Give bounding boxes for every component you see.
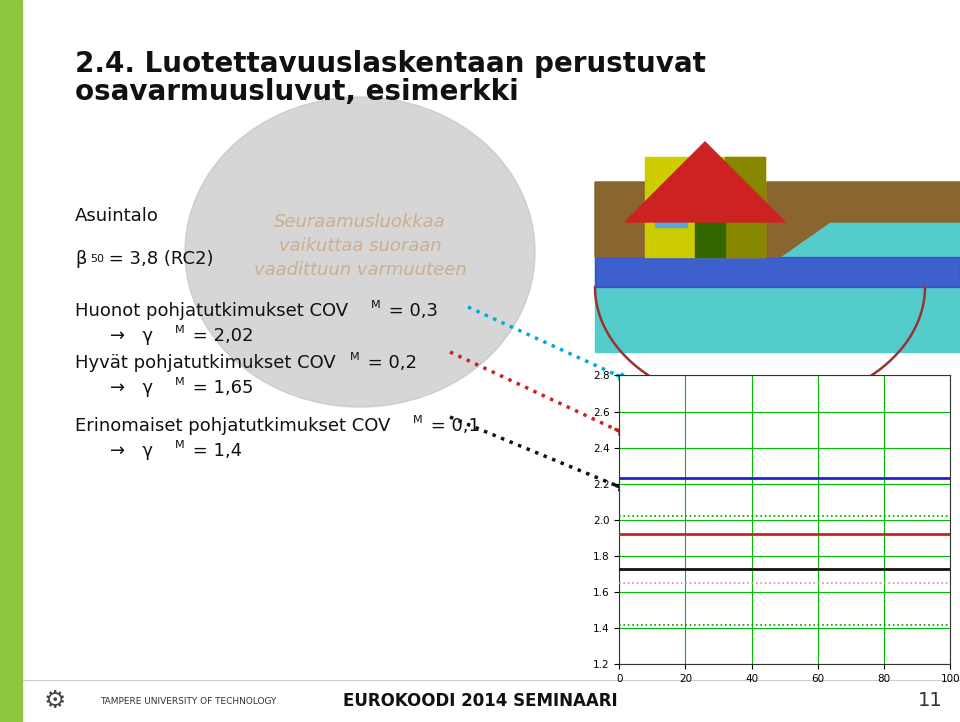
Bar: [655, 197, 687, 227]
Text: osavarmuusluvut, esimerkki: osavarmuusluvut, esimerkki: [75, 78, 518, 106]
Text: TAMPERE UNIVERSITY OF TECHNOLOGY: TAMPERE UNIVERSITY OF TECHNOLOGY: [100, 697, 276, 705]
Text: = 3,8 (RC2): = 3,8 (RC2): [103, 250, 213, 268]
Text: = 2,02: = 2,02: [187, 327, 253, 345]
Bar: [0, 0, 22, 722]
Bar: [725, 157, 765, 257]
Text: 11: 11: [918, 692, 943, 710]
Text: M: M: [371, 300, 380, 310]
Text: = 0,2: = 0,2: [362, 354, 417, 372]
Text: M: M: [175, 377, 184, 387]
Text: EUROKOODI 2014 SEMINAARI: EUROKOODI 2014 SEMINAARI: [343, 692, 617, 710]
Bar: [595, 182, 960, 352]
Text: Asuintalo: Asuintalo: [75, 207, 158, 225]
Text: →   γ: → γ: [110, 379, 153, 397]
Bar: [595, 257, 960, 287]
Text: M: M: [175, 325, 184, 335]
Text: = 1,4: = 1,4: [187, 442, 242, 460]
Text: = 0,1: = 0,1: [425, 417, 480, 435]
Text: M: M: [350, 352, 360, 362]
Text: →   γ: → γ: [110, 327, 153, 345]
Text: Huonot pohjatutkimukset COV: Huonot pohjatutkimukset COV: [75, 302, 348, 320]
Text: vaadittuun varmuuteen: vaadittuun varmuuteen: [253, 261, 467, 279]
Text: β: β: [75, 250, 86, 268]
Text: M: M: [175, 440, 184, 450]
Text: = 0,3: = 0,3: [383, 302, 438, 320]
Bar: [645, 157, 765, 257]
Text: vaikuttaa suoraan: vaikuttaa suoraan: [278, 237, 442, 255]
Text: 2.4. Luotettavuuslaskentaan perustuvat: 2.4. Luotettavuuslaskentaan perustuvat: [75, 50, 706, 78]
Text: 50: 50: [90, 254, 104, 264]
Bar: [695, 202, 725, 257]
Text: M: M: [413, 415, 422, 425]
Polygon shape: [625, 142, 785, 222]
Text: = 1,65: = 1,65: [187, 379, 253, 397]
Ellipse shape: [185, 97, 535, 407]
Text: →   γ: → γ: [110, 442, 153, 460]
Polygon shape: [595, 182, 960, 257]
Text: Seuraamusluokkaa: Seuraamusluokkaa: [275, 213, 445, 231]
Text: Hyvät pohjatutkimukset COV: Hyvät pohjatutkimukset COV: [75, 354, 336, 372]
Text: ⚙: ⚙: [44, 689, 66, 713]
Text: Erinomaiset pohjatutkimukset COV: Erinomaiset pohjatutkimukset COV: [75, 417, 391, 435]
